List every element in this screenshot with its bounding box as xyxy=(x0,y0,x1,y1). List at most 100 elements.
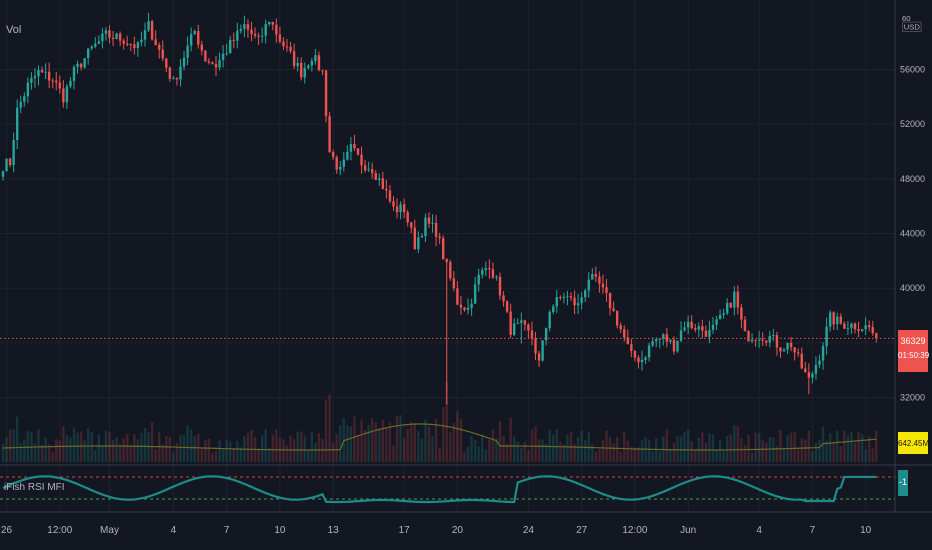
candle-body xyxy=(349,144,353,152)
volume-bar xyxy=(126,433,129,462)
time-tick-label: Jun xyxy=(680,525,696,536)
volume-label[interactable]: Vol xyxy=(6,24,22,36)
last-price-tag xyxy=(898,330,928,372)
volume-bar xyxy=(726,436,729,462)
volume-bar xyxy=(207,439,211,462)
candle-body xyxy=(832,312,835,325)
volume-bar xyxy=(353,416,356,462)
candle-body xyxy=(665,334,669,342)
volume-bar xyxy=(491,429,495,462)
volume-bar xyxy=(239,447,243,462)
candle-body xyxy=(40,69,44,73)
candle-body xyxy=(612,308,615,311)
candle-body xyxy=(747,331,750,342)
volume-bar xyxy=(47,444,51,462)
candle-body xyxy=(214,64,218,68)
candle-body xyxy=(271,21,274,25)
volume-bar xyxy=(342,417,345,462)
candle-body xyxy=(420,235,424,238)
candle-body xyxy=(683,327,686,331)
volume-bar xyxy=(310,431,314,462)
volume-bar xyxy=(811,450,814,462)
volume-bar xyxy=(179,434,182,462)
candle-body xyxy=(669,339,672,342)
volume-bar xyxy=(552,434,555,462)
candle-body xyxy=(523,320,527,325)
candle-body xyxy=(449,261,452,279)
candle-body xyxy=(456,288,459,305)
candle-body xyxy=(118,33,122,41)
time-tick-label: 26 xyxy=(1,525,13,536)
volume-bar xyxy=(367,424,370,462)
time-tick-label: 24 xyxy=(523,525,535,536)
volume-bar xyxy=(502,435,505,462)
volume-bar xyxy=(637,447,640,462)
volume-bar xyxy=(679,436,683,462)
volume-bar xyxy=(523,441,527,462)
volume-bar xyxy=(360,419,363,462)
indicator-label[interactable]: iFish RSI MFI xyxy=(4,482,65,493)
candle-body xyxy=(406,212,409,223)
candle-body xyxy=(310,61,314,66)
candle-body xyxy=(395,206,399,213)
candle-body xyxy=(94,43,97,47)
time-tick-label: 4 xyxy=(756,525,762,536)
volume-bar xyxy=(115,437,118,462)
volume-bar xyxy=(303,435,306,462)
candle-body xyxy=(314,55,317,62)
volume-bar xyxy=(626,440,629,462)
candle-body xyxy=(445,259,448,262)
candle-body xyxy=(193,31,196,35)
candle-body xyxy=(140,39,143,43)
volume-bar xyxy=(843,430,846,462)
candle-body xyxy=(129,43,132,45)
candle-body xyxy=(353,144,356,149)
volume-bar xyxy=(172,452,175,462)
candle-body xyxy=(715,319,718,325)
candle-body xyxy=(392,201,395,207)
volume-bar xyxy=(647,439,651,462)
candle-body xyxy=(367,169,370,171)
volume-bar xyxy=(193,436,196,462)
candle-body xyxy=(257,35,260,37)
candle-body xyxy=(307,65,310,68)
candle-body xyxy=(594,273,598,277)
candle-body xyxy=(402,204,406,213)
candle-body xyxy=(321,70,324,72)
volume-bar xyxy=(761,439,764,462)
candle-body xyxy=(371,169,374,174)
candle-body xyxy=(580,297,583,304)
volume-bar xyxy=(97,434,101,462)
volume-bar xyxy=(584,440,587,462)
volume-bar xyxy=(516,441,519,462)
candle-body xyxy=(658,338,661,340)
time-tick-label: 7 xyxy=(224,525,230,536)
candle-body xyxy=(438,236,441,239)
volume-bar xyxy=(857,431,860,462)
volume-bar xyxy=(434,419,438,462)
volume-bar xyxy=(449,432,452,462)
candle-body xyxy=(466,307,470,310)
candle-body xyxy=(647,345,651,358)
candle-body xyxy=(356,148,360,155)
price-axis-currency[interactable]: 60 USD xyxy=(902,14,928,32)
candle-body xyxy=(1,171,5,177)
volume-bar xyxy=(598,449,601,462)
candle-body xyxy=(133,44,136,49)
volume-bar xyxy=(665,428,669,462)
candle-body xyxy=(30,78,33,83)
volume-bar xyxy=(736,426,740,462)
ifish-rsi-mfi-line xyxy=(2,475,877,504)
candle-body xyxy=(843,323,846,329)
volume-bar xyxy=(601,439,605,462)
price-tick-label: 52000 xyxy=(900,119,925,129)
volume-bar xyxy=(875,430,878,462)
time-axis[interactable]: 26 12:00 May 4 7 10 13 17 20 24 27 12:00 Jun 4 7 10 xyxy=(1,525,872,536)
volume-bar xyxy=(793,431,796,462)
candle-body xyxy=(655,339,658,342)
candle-body xyxy=(5,158,8,172)
volume-bar xyxy=(26,431,30,462)
volume-bar xyxy=(704,442,708,462)
candle-body xyxy=(505,301,509,312)
